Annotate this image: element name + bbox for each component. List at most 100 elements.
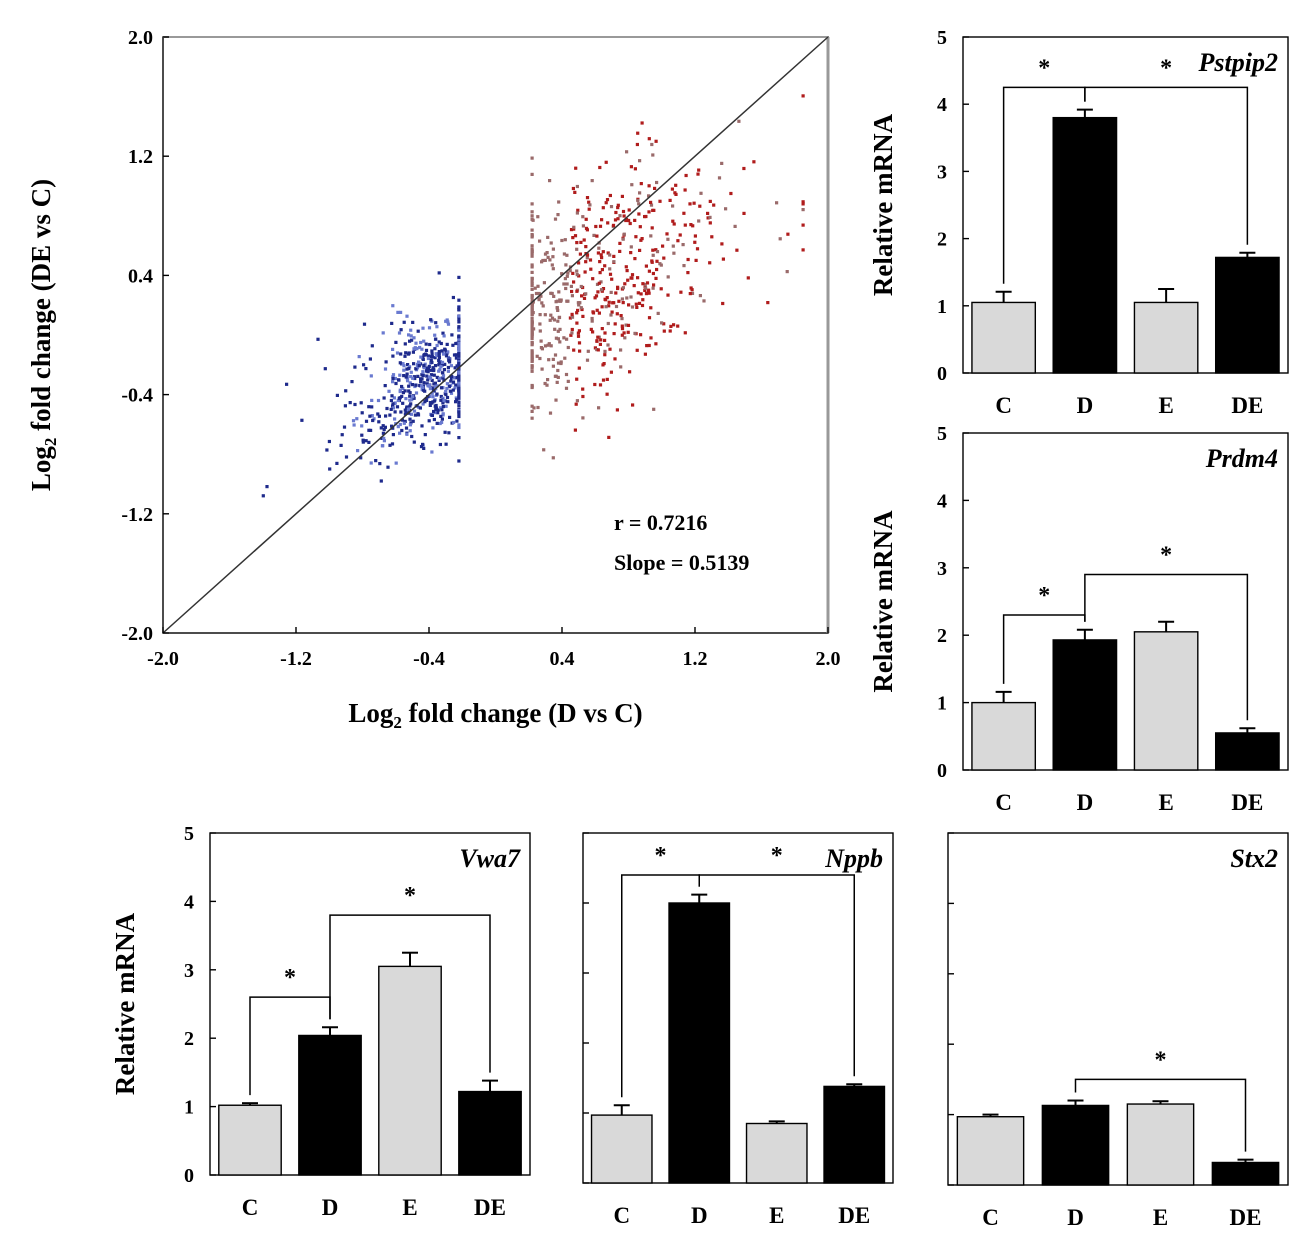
point-up [568, 316, 572, 320]
point-up [530, 251, 534, 256]
point-down [411, 350, 415, 354]
point-up [624, 265, 628, 269]
point-up [530, 293, 534, 298]
point-down [435, 325, 439, 329]
point-up [666, 275, 670, 279]
point-up [537, 297, 541, 301]
point-down [457, 364, 461, 368]
point-down [389, 407, 393, 411]
point-down [406, 379, 410, 383]
point-down [394, 340, 398, 344]
point-up [595, 282, 600, 286]
point-down [434, 337, 438, 341]
significance-star: * [1155, 1047, 1167, 1073]
point-up [632, 284, 636, 288]
point-down [416, 329, 420, 333]
significance-star: * [404, 883, 416, 909]
point-down [426, 356, 430, 361]
point-up [698, 204, 702, 208]
point-up [587, 200, 591, 204]
point-up [637, 301, 642, 305]
point-down [404, 375, 408, 379]
point-up [786, 232, 790, 236]
point-down [391, 426, 395, 430]
point-up [534, 291, 539, 296]
point-up [550, 263, 554, 267]
point-up [585, 358, 590, 362]
point-up [539, 346, 543, 350]
significance-star: * [1038, 55, 1050, 81]
y-tick-label: -1.2 [121, 504, 153, 526]
point-up [577, 261, 581, 265]
point-down [419, 340, 423, 345]
point-down [457, 298, 461, 302]
point-up [627, 208, 631, 212]
point-up [612, 301, 616, 305]
point-up [616, 217, 620, 221]
point-up [654, 248, 658, 252]
point-down [457, 344, 461, 348]
point-up [620, 317, 624, 321]
point-up [635, 348, 639, 352]
bar-d [1052, 116, 1118, 374]
point-up [549, 241, 553, 245]
point-down [445, 386, 449, 391]
point-up [566, 379, 570, 383]
point-up [678, 233, 682, 237]
point-up [801, 223, 805, 227]
point-down [415, 364, 419, 368]
point-down [369, 461, 373, 465]
point-down [428, 342, 432, 347]
point-up [581, 416, 585, 420]
category-label: E [402, 1195, 417, 1220]
gene-label: Nppb [824, 844, 883, 873]
point-down [400, 418, 404, 422]
point-down [423, 389, 427, 393]
point-down [409, 402, 413, 406]
point-up [557, 315, 562, 319]
category-label: D [1067, 1205, 1084, 1230]
point-up [530, 312, 534, 316]
y-tick-label: 2.0 [128, 27, 153, 49]
point-down [376, 398, 381, 403]
point-up [598, 165, 602, 170]
point-up [620, 194, 624, 198]
point-up [539, 339, 543, 343]
point-up [599, 280, 603, 284]
point-down [422, 381, 426, 385]
category-label: DE [1231, 790, 1263, 815]
point-down [340, 433, 344, 437]
point-up [766, 301, 770, 305]
point-up [654, 342, 658, 346]
point-down [454, 353, 458, 357]
bar-d [1041, 1104, 1110, 1186]
point-down [446, 400, 450, 404]
point-up [564, 286, 568, 291]
point-up [552, 318, 556, 322]
point-up [530, 270, 534, 274]
point-up [580, 294, 584, 298]
bar-chart-frame [582, 832, 894, 1184]
point-down [391, 347, 395, 351]
point-down [382, 396, 386, 400]
point-down [405, 314, 409, 318]
x-axis-label: Log2 fold change (D vs C) [348, 698, 642, 732]
point-down [439, 414, 443, 418]
point-down [409, 375, 413, 379]
point-up [611, 223, 616, 227]
point-down [441, 374, 446, 378]
point-down [408, 365, 412, 369]
point-up [742, 211, 746, 215]
point-up [613, 322, 617, 326]
point-up [634, 302, 638, 306]
y-tick-label: 1 [937, 693, 947, 715]
point-up [626, 278, 630, 282]
point-down [343, 404, 347, 408]
point-up [598, 260, 602, 264]
point-down [411, 419, 415, 423]
point-up [601, 363, 605, 367]
point-down [440, 408, 444, 412]
point-down [370, 398, 374, 402]
point-up [530, 282, 534, 286]
point-down [374, 459, 378, 463]
